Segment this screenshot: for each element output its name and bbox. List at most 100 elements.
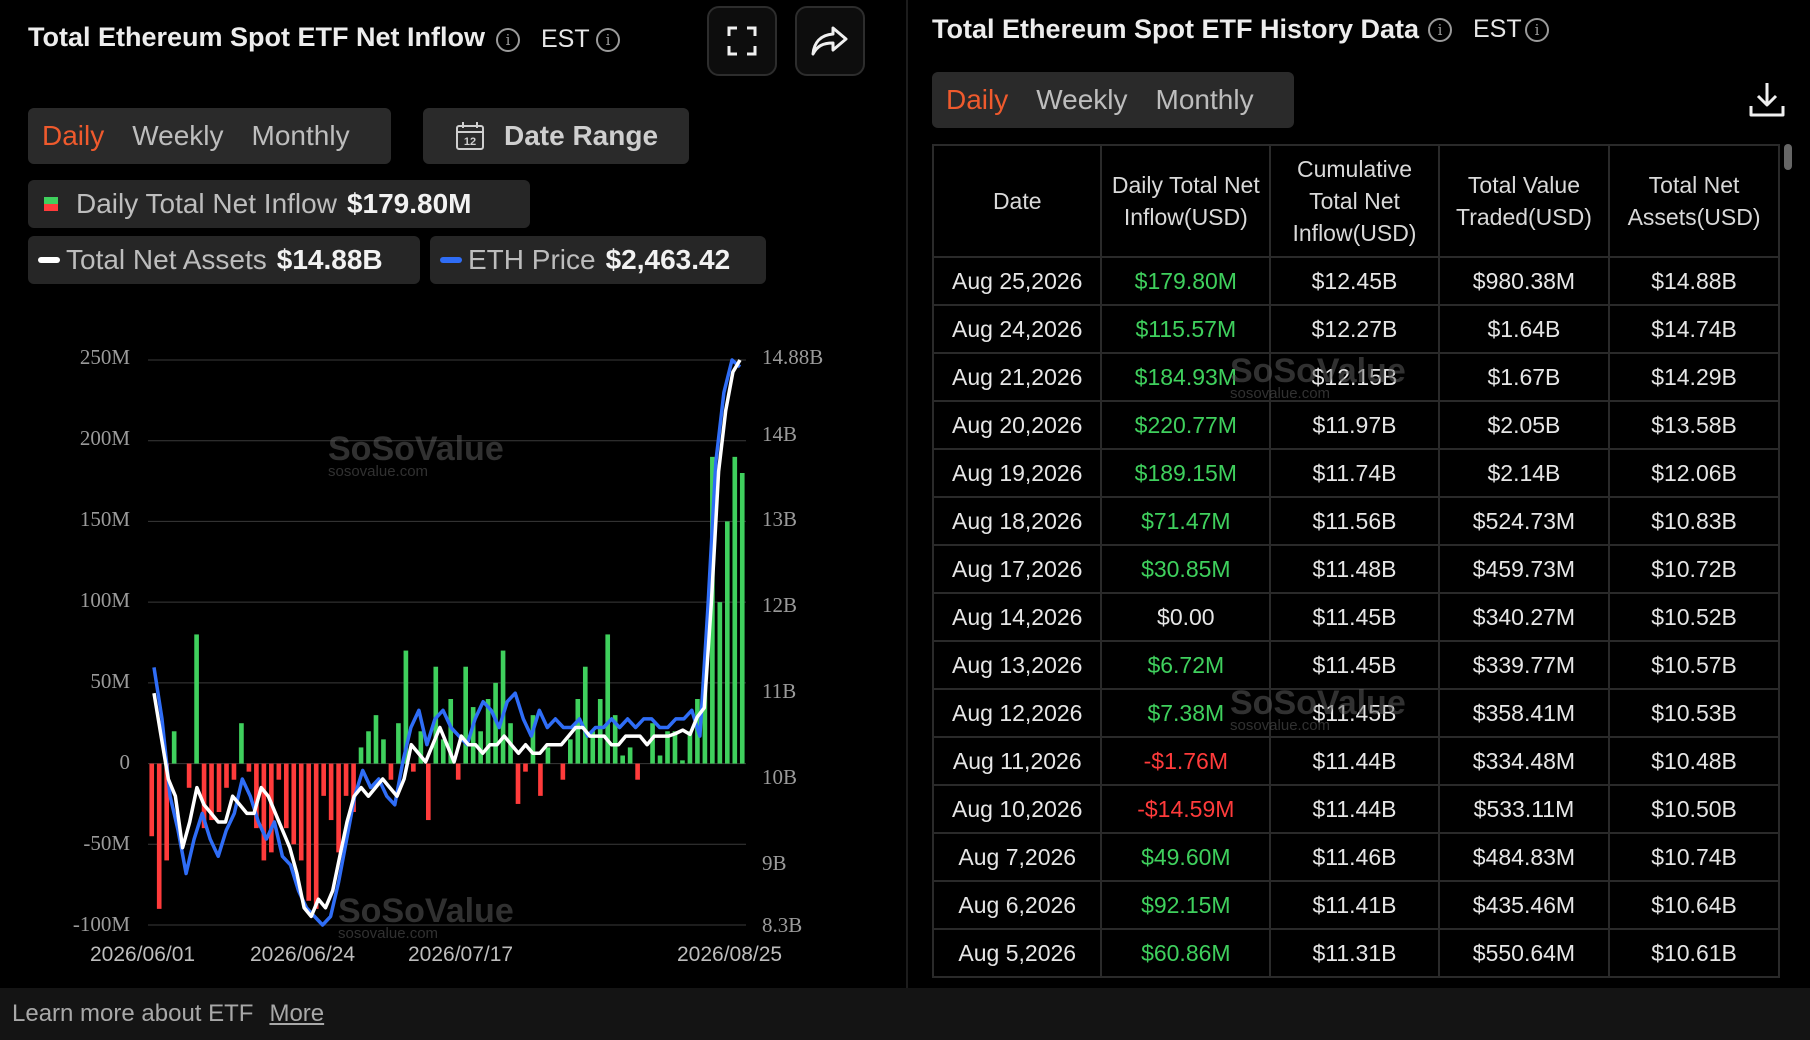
inflow-bar — [283, 763, 289, 829]
inflow-chart[interactable] — [0, 0, 906, 988]
info-icon[interactable]: i — [1428, 18, 1452, 42]
cell-cumulative: $11.44B — [1269, 784, 1440, 834]
y-tick: 50M — [90, 669, 130, 693]
fullscreen-button[interactable] — [707, 6, 777, 76]
eth-price-line — [152, 358, 742, 927]
inflow-bar — [164, 763, 170, 861]
timezone-info-icon[interactable]: i — [1525, 18, 1549, 42]
inflow-bar — [328, 763, 334, 821]
table-row[interactable]: Aug 13,2026 $6.72M $11.45B $339.77M $10.57B — [931, 640, 1780, 690]
table-row[interactable]: Aug 18,2026 $71.47M $11.56B $524.73M $10.83B — [931, 496, 1780, 546]
cell-assets: $12.06B — [1608, 448, 1780, 498]
table-row[interactable]: Aug 20,2026 $220.77M $11.97B $2.05B $13.58B — [931, 400, 1780, 450]
cell-daily-inflow: $92.15M — [1100, 880, 1272, 930]
inflow-bar — [261, 763, 267, 861]
info-icon[interactable]: i — [496, 28, 520, 52]
table-row[interactable]: Aug 11,2026 -$1.76M $11.44B $334.48M $10.48B — [931, 736, 1780, 786]
inflow-bar — [231, 763, 237, 780]
inflow-bar — [605, 634, 611, 764]
table-row[interactable]: Aug 24,2026 $115.57M $12.27B $1.64B $14.74B — [931, 304, 1780, 354]
tab-monthly[interactable]: Monthly — [1155, 84, 1254, 115]
legend-eth-price[interactable]: ETH Price $2,463.42 — [430, 236, 766, 284]
legend-price-label: ETH Price — [468, 244, 596, 275]
footer-text: Learn more about ETF — [12, 1000, 254, 1027]
inflow-bar — [560, 763, 566, 780]
col-daily-inflow[interactable]: Daily Total Net Inflow(USD) — [1100, 144, 1272, 258]
inflow-bar — [433, 666, 439, 764]
tab-monthly[interactable]: Monthly — [251, 120, 350, 151]
table-row[interactable]: Aug 10,2026 -$14.59M $11.44B $533.11M $10.50… — [931, 784, 1780, 834]
cell-cumulative: $12.15B — [1269, 352, 1440, 402]
legend-inflow[interactable]: Daily Total Net Inflow $179.80M — [28, 180, 530, 228]
table-row[interactable]: Aug 25,2026 $179.80M $12.45B $980.38M $14.88… — [931, 256, 1780, 306]
inflow-bar — [418, 731, 424, 764]
y-tick: 100M — [79, 588, 130, 612]
table-row[interactable]: Aug 17,2026 $30.85M $11.48B $459.73M $10.72B — [931, 544, 1780, 594]
y-tick: 150M — [79, 507, 130, 531]
y2-tick: 11B — [762, 679, 797, 703]
inflow-bar — [635, 763, 640, 780]
inflow-bar — [306, 763, 312, 901]
table-row[interactable]: Aug 14,2026 $0.00 $11.45B $340.27M $10.52B — [931, 592, 1780, 642]
table-row[interactable]: Aug 21,2026 $184.93M $12.15B $1.67B $14.29B — [931, 352, 1780, 402]
table-row[interactable]: Aug 12,2026 $7.38M $11.45B $358.41M $10.53B — [931, 688, 1780, 738]
table-scrollbar[interactable] — [1784, 144, 1792, 170]
cell-date: Aug 18,2026 — [931, 496, 1103, 546]
table-row[interactable]: Aug 5,2026 $60.86M $11.31B $550.64M $10.61B — [931, 928, 1780, 978]
legend-price-value: $2,463.42 — [605, 244, 731, 275]
tab-weekly[interactable]: Weekly — [132, 120, 224, 151]
inflow-bar — [620, 755, 625, 764]
y-tick: -50M — [83, 831, 130, 855]
download-button[interactable] — [1748, 80, 1786, 123]
inflow-bar — [687, 731, 693, 764]
inflow-bar — [388, 763, 394, 780]
cell-traded: $2.14B — [1437, 448, 1611, 498]
date-range-button[interactable]: 12 Date Range — [423, 108, 689, 164]
tab-daily[interactable]: Daily — [42, 120, 105, 151]
inflow-bar — [425, 763, 431, 821]
cell-traded: $980.38M — [1437, 256, 1611, 306]
cell-daily-inflow: $0.00 — [1100, 592, 1272, 642]
inflow-swatch-icon — [44, 197, 58, 211]
inflow-bar — [254, 763, 259, 829]
share-button[interactable] — [795, 6, 865, 76]
cell-assets: $10.64B — [1608, 880, 1780, 930]
cell-daily-inflow: $179.80M — [1100, 256, 1272, 306]
cell-cumulative: $11.44B — [1269, 736, 1440, 786]
svg-text:12: 12 — [464, 136, 476, 148]
inflow-bar — [351, 763, 356, 812]
col-value-traded[interactable]: Total Value Traded(USD) — [1437, 144, 1611, 258]
cell-cumulative: $11.97B — [1269, 400, 1440, 450]
inflow-bar — [403, 650, 409, 764]
inflow-bar — [732, 456, 738, 764]
col-date[interactable]: Date — [931, 144, 1103, 258]
right-period-tabs: Daily Weekly Monthly — [932, 72, 1294, 128]
inflow-bar — [665, 731, 670, 764]
col-cumulative-inflow[interactable]: Cumulative Total Net Inflow(USD) — [1269, 144, 1440, 258]
tab-daily[interactable]: Daily — [946, 84, 1009, 115]
history-table: Date Daily Total Net Inflow(USD) Cumulat… — [931, 144, 1780, 978]
tab-weekly[interactable]: Weekly — [1036, 84, 1128, 115]
inflow-bar — [657, 755, 663, 764]
cell-date: Aug 13,2026 — [931, 640, 1103, 690]
table-row[interactable]: Aug 7,2026 $49.60M $11.46B $484.83M $10.74B — [931, 832, 1780, 882]
col-net-assets[interactable]: Total Net Assets(USD) — [1608, 144, 1780, 258]
cell-date: Aug 6,2026 — [931, 880, 1103, 930]
cell-traded: $2.05B — [1437, 400, 1611, 450]
legend-assets[interactable]: Total Net Assets $14.88B — [28, 236, 420, 284]
table-row[interactable]: Aug 6,2026 $92.15M $11.41B $435.46M $10.64B — [931, 880, 1780, 930]
inflow-bar — [276, 763, 282, 780]
inflow-bar — [530, 715, 536, 764]
history-title: Total Ethereum Spot ETF History Data — [932, 14, 1420, 44]
table-row[interactable]: Aug 19,2026 $189.15M $11.74B $2.14B $12.06B — [931, 448, 1780, 498]
cell-assets: $10.48B — [1608, 736, 1780, 786]
cell-daily-inflow: $184.93M — [1100, 352, 1272, 402]
more-link[interactable]: More — [269, 1000, 325, 1027]
cell-cumulative: $11.41B — [1269, 880, 1440, 930]
timezone-info-icon[interactable]: i — [596, 28, 620, 52]
y2-tick: 8.3B — [762, 913, 803, 937]
cell-daily-inflow: $71.47M — [1100, 496, 1272, 546]
cell-daily-inflow: $6.72M — [1100, 640, 1272, 690]
cell-date: Aug 21,2026 — [931, 352, 1103, 402]
cell-daily-inflow: $189.15M — [1100, 448, 1272, 498]
